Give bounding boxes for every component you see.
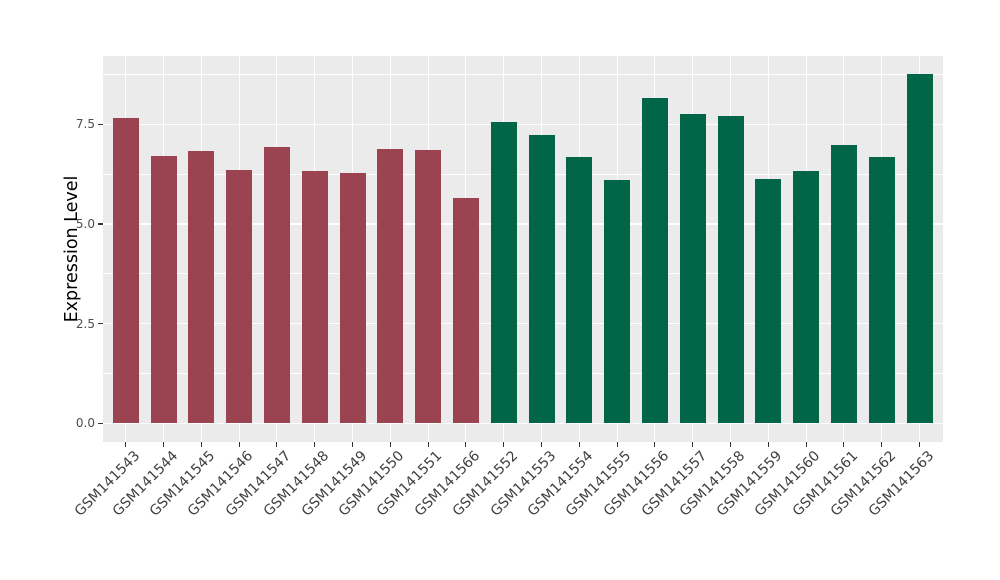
- x-tick-mark: [918, 442, 921, 447]
- bar-GSM141546: [226, 170, 253, 424]
- bar-GSM141549: [339, 172, 366, 424]
- y-tick-mark: [98, 223, 103, 225]
- bar-GSM141547: [263, 146, 290, 424]
- x-tick-mark: [427, 442, 429, 447]
- x-tick-mark: [578, 442, 580, 447]
- minor-gridline: [103, 273, 943, 275]
- bar-GSM141548: [301, 170, 328, 424]
- bar-GSM141552: [490, 121, 517, 424]
- x-tick-mark: [125, 442, 127, 447]
- bar-GSM141553: [528, 134, 555, 424]
- y-tick-mark: [98, 422, 103, 424]
- bar-GSM141556: [641, 97, 668, 424]
- y-axis-title: Expression Level: [62, 175, 82, 323]
- bar-GSM141566: [452, 198, 479, 424]
- major-gridline: [103, 322, 943, 325]
- y-tick-label: 0.0: [75, 416, 95, 431]
- bar-GSM141559: [755, 178, 782, 424]
- minor-gridline: [103, 74, 943, 75]
- bar-GSM141550: [377, 149, 404, 424]
- bar-GSM141557: [679, 113, 706, 424]
- bar-GSM141554: [566, 156, 593, 424]
- major-gridline: [103, 422, 943, 425]
- x-tick-mark: [276, 442, 278, 447]
- bar-GSM141561: [830, 145, 857, 424]
- y-tick-mark: [98, 123, 103, 125]
- x-tick-mark: [729, 442, 732, 447]
- bar-GSM141544: [150, 156, 177, 424]
- bar-GSM141543: [112, 118, 139, 424]
- bar-GSM141560: [793, 170, 820, 424]
- plot-panel: [103, 56, 943, 442]
- y-tick-label: 2.5: [75, 316, 95, 331]
- x-tick-mark: [200, 442, 202, 447]
- x-tick-mark: [465, 442, 467, 447]
- bar-GSM141558: [717, 116, 744, 424]
- x-tick-mark: [881, 442, 883, 447]
- x-tick-mark: [540, 442, 543, 447]
- x-tick-mark: [616, 442, 618, 447]
- bar-GSM141545: [188, 151, 215, 424]
- x-tick-mark: [843, 442, 845, 447]
- y-tick-label: 7.5: [75, 117, 95, 132]
- x-tick-mark: [389, 442, 391, 447]
- x-tick-mark: [351, 442, 354, 447]
- y-tick-mark: [98, 323, 103, 325]
- bar-GSM141562: [868, 156, 895, 424]
- x-tick-mark: [805, 442, 807, 447]
- x-tick-mark: [162, 442, 165, 447]
- bar-GSM141555: [604, 180, 631, 424]
- bar-GSM141563: [906, 73, 933, 424]
- y-tick-label: 5.0: [75, 216, 95, 231]
- minor-gridline: [103, 373, 943, 374]
- minor-gridline: [103, 173, 943, 175]
- major-gridline: [103, 123, 943, 126]
- x-tick-mark: [654, 442, 656, 447]
- major-gridline: [103, 223, 943, 225]
- x-tick-mark: [238, 442, 240, 447]
- x-tick-mark: [314, 442, 316, 447]
- x-tick-mark: [767, 442, 769, 447]
- x-tick-mark: [503, 442, 505, 447]
- bar-GSM141551: [415, 150, 442, 424]
- x-tick-mark: [692, 442, 694, 447]
